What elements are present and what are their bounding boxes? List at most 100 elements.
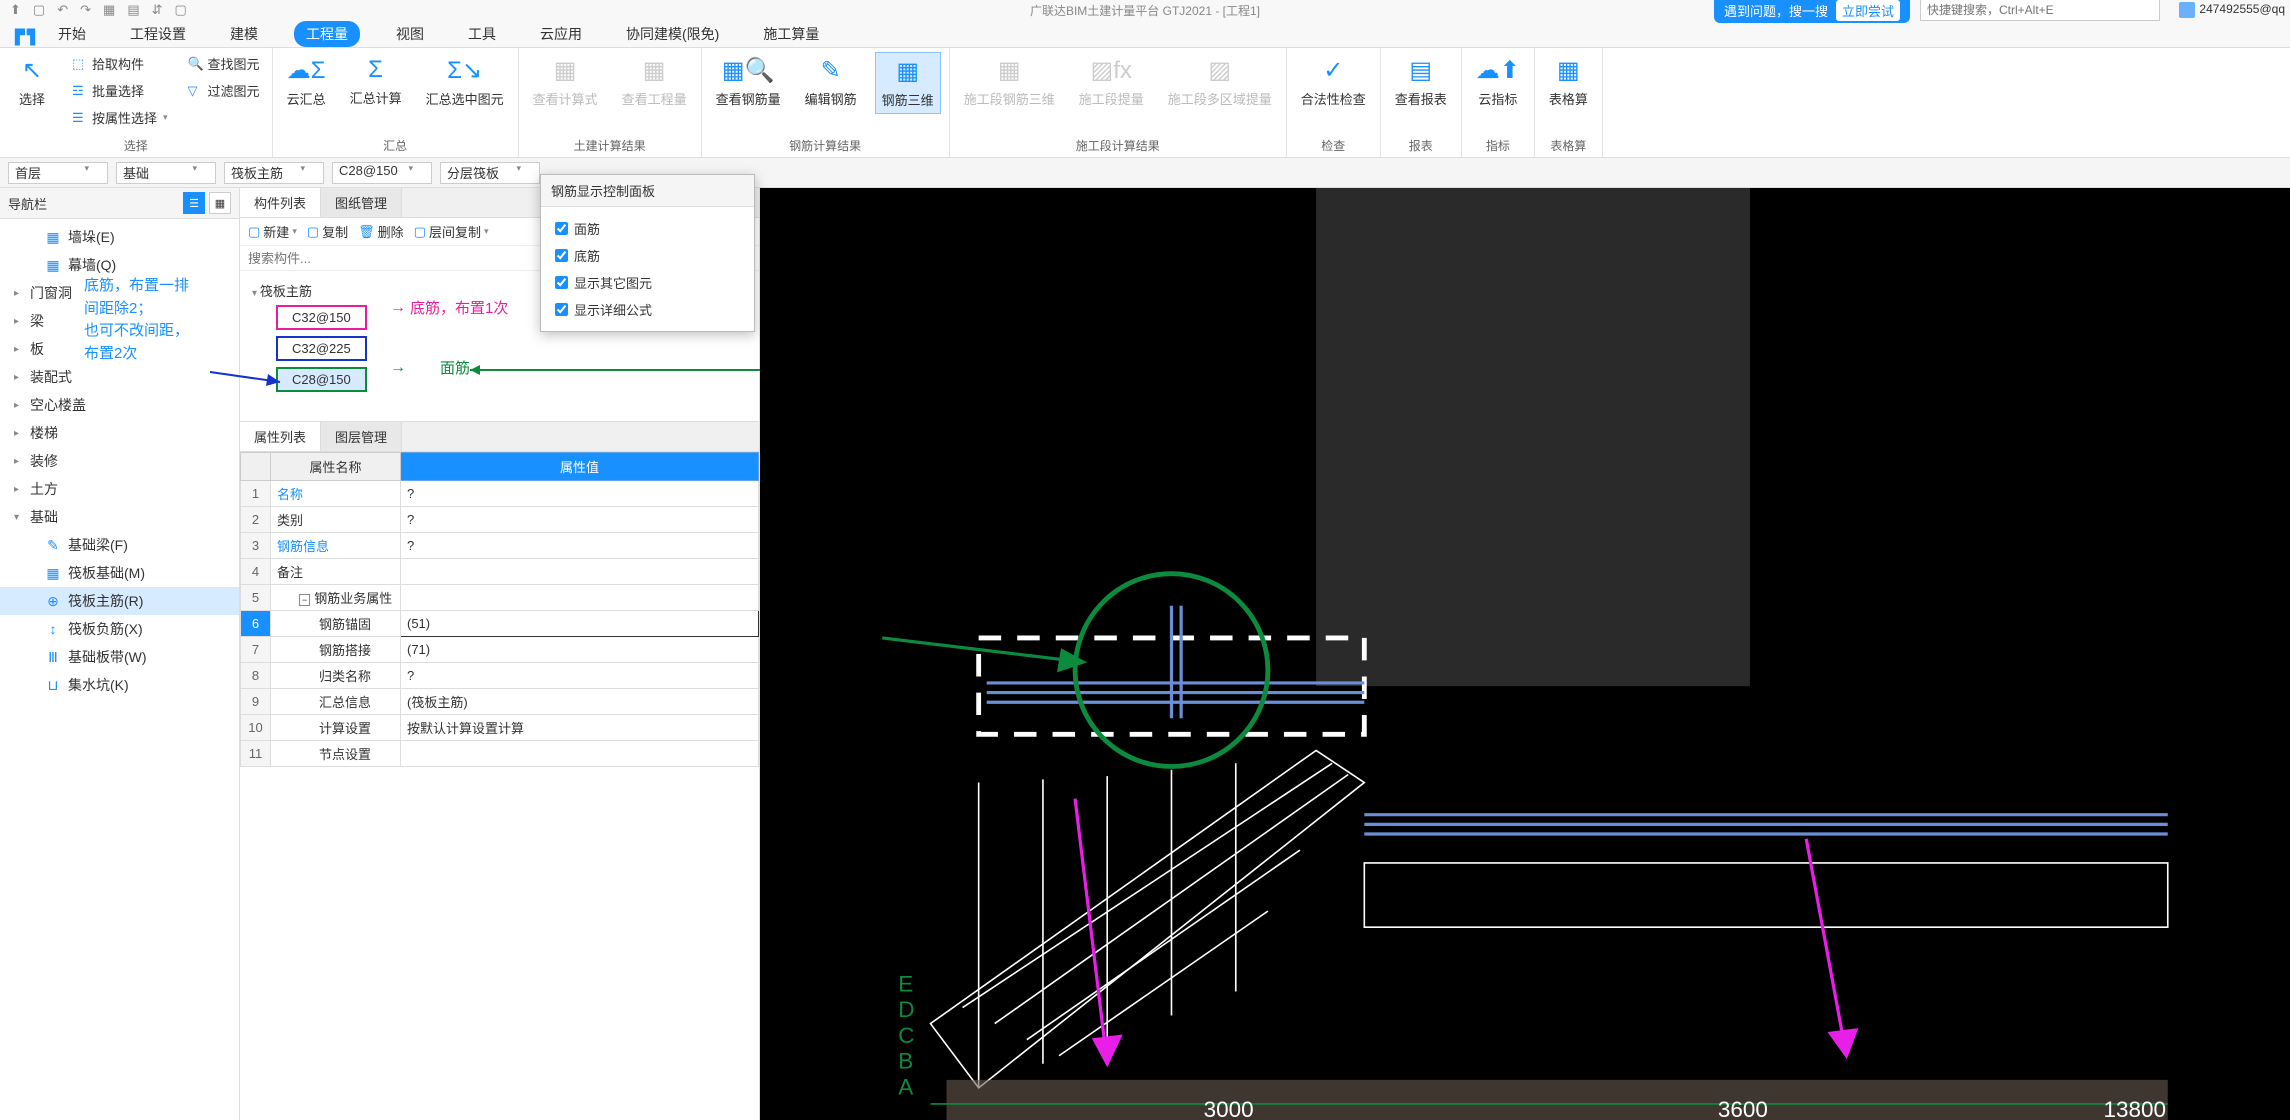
- menu-tab[interactable]: 工具: [460, 21, 504, 47]
- qat-icon[interactable]: ↶: [57, 2, 68, 18]
- table-row[interactable]: 1名称?: [241, 481, 759, 507]
- toolbar-button[interactable]: ▢层间复制 ▾: [414, 222, 489, 241]
- nav-item[interactable]: Ⅲ基础板带(W): [0, 643, 239, 671]
- qat-icon[interactable]: ⇵: [152, 2, 163, 18]
- checkbox-row[interactable]: 显示详细公式: [549, 296, 746, 323]
- checkbox-row[interactable]: 面筋: [549, 215, 746, 242]
- search-promo[interactable]: 遇到问题，搜一搜 立即尝试: [1714, 0, 1910, 23]
- nav-item[interactable]: ▸楼梯: [0, 419, 239, 447]
- nav-item[interactable]: ▸板: [0, 335, 239, 363]
- viewport-3d[interactable]: EDCBA 3000360013800: [760, 188, 2290, 1120]
- axis-labels: EDCBA: [898, 971, 914, 1099]
- nav-item[interactable]: ▦筏板基础(M): [0, 559, 239, 587]
- property-table: 属性名称 属性值 1名称?2类别?3钢筋信息?4备注5−钢筋业务属性6钢筋锚固(…: [240, 452, 759, 1120]
- table-row[interactable]: 4备注: [241, 559, 759, 585]
- ribbon-button[interactable]: ▦表格算: [1543, 52, 1594, 112]
- menu-tab[interactable]: 协同建模(限免): [618, 21, 727, 47]
- nav-item[interactable]: ⊔集水坑(K): [0, 671, 239, 699]
- panel-tab[interactable]: 图纸管理: [321, 188, 402, 217]
- component-item[interactable]: C28@150: [276, 367, 367, 392]
- checkbox-row[interactable]: 底筋: [549, 242, 746, 269]
- component-item[interactable]: C32@150: [276, 305, 367, 330]
- table-row[interactable]: 9汇总信息(筏板主筋): [241, 689, 759, 715]
- nav-item[interactable]: ✎基础梁(F): [0, 531, 239, 559]
- menu-tab[interactable]: 工程量: [294, 21, 360, 47]
- ribbon-button[interactable]: ☁Σ云汇总: [281, 52, 332, 112]
- menu-tab[interactable]: 建模: [222, 21, 266, 47]
- nav-item[interactable]: ▸装修: [0, 447, 239, 475]
- component-item[interactable]: C32@225: [276, 336, 367, 361]
- context-dropdown[interactable]: 基础 ▾: [116, 162, 216, 184]
- ribbon-button[interactable]: ⬚拾取构件: [68, 52, 172, 75]
- nav-item[interactable]: ▸空心楼盖: [0, 391, 239, 419]
- shortcut-search-input[interactable]: [1920, 0, 2160, 21]
- qat-icon[interactable]: ▢: [175, 2, 187, 18]
- ribbon-button: ▦查看计算式: [527, 52, 604, 112]
- context-dropdown[interactable]: C28@150 ▾: [332, 162, 432, 184]
- menu-tab[interactable]: 云应用: [532, 21, 590, 47]
- user-account[interactable]: 247492555@qq: [2179, 2, 2285, 18]
- col-header: 属性值: [401, 453, 759, 481]
- nav-item[interactable]: ↕筏板负筋(X): [0, 615, 239, 643]
- context-dropdown[interactable]: 筏板主筋 ▾: [224, 162, 324, 184]
- table-row[interactable]: 10计算设置按默认计算设置计算: [241, 715, 759, 741]
- view-grid-icon[interactable]: ▦: [209, 192, 231, 214]
- checkbox[interactable]: [555, 303, 568, 316]
- ribbon-button[interactable]: ✓合法性检查: [1295, 52, 1372, 112]
- toolbar-button[interactable]: 🗑删除: [358, 222, 404, 241]
- table-row[interactable]: 11节点设置: [241, 741, 759, 767]
- nav-item[interactable]: ▦幕墙(Q): [0, 251, 239, 279]
- ribbon-button[interactable]: ↖选择: [8, 52, 56, 112]
- nav-item[interactable]: ⊕筏板主筋(R): [0, 587, 239, 615]
- table-row[interactable]: 6钢筋锚固(51): [241, 611, 759, 637]
- table-row[interactable]: 3钢筋信息?: [241, 533, 759, 559]
- qat-icon[interactable]: ↷: [80, 2, 91, 18]
- ribbon-button[interactable]: ☁⬆云指标: [1470, 52, 1526, 112]
- context-dropdown[interactable]: 首层 ▾: [8, 162, 108, 184]
- checkbox-row[interactable]: 显示其它图元: [549, 269, 746, 296]
- menu-tab[interactable]: 开始: [50, 21, 94, 47]
- popup-title: 钢筋显示控制面板: [541, 175, 754, 207]
- panel-tab[interactable]: 属性列表: [240, 422, 321, 451]
- checkbox[interactable]: [555, 222, 568, 235]
- nav-item[interactable]: ▸土方: [0, 475, 239, 503]
- ribbon-button[interactable]: ☰按属性选择▾: [68, 106, 172, 129]
- ribbon-button[interactable]: Σ汇总计算: [344, 52, 408, 111]
- qat-icon[interactable]: ▦: [103, 2, 115, 18]
- checkbox[interactable]: [555, 249, 568, 262]
- svg-text:D: D: [898, 997, 914, 1022]
- nav-item[interactable]: ▸装配式: [0, 363, 239, 391]
- menu-tab[interactable]: 视图: [388, 21, 432, 47]
- svg-text:3000: 3000: [1204, 1097, 1254, 1120]
- table-row[interactable]: 2类别?: [241, 507, 759, 533]
- ribbon-button[interactable]: Σ↘汇总选中图元: [420, 52, 510, 112]
- menu-tab[interactable]: 工程设置: [122, 21, 194, 47]
- nav-item[interactable]: ▾基础: [0, 503, 239, 531]
- ribbon-button[interactable]: ▤查看报表: [1389, 52, 1453, 112]
- table-row[interactable]: 7钢筋搭接(71): [241, 637, 759, 663]
- ribbon-button[interactable]: ✎编辑钢筋: [799, 52, 863, 112]
- qat-icon[interactable]: ▢: [33, 2, 45, 18]
- qat-icon[interactable]: ▤: [127, 2, 139, 18]
- table-row[interactable]: 5−钢筋业务属性: [241, 585, 759, 611]
- table-row[interactable]: 8归类名称?: [241, 663, 759, 689]
- panel-tab[interactable]: 图层管理: [321, 422, 402, 451]
- nav-item[interactable]: ▸梁: [0, 307, 239, 335]
- checkbox[interactable]: [555, 276, 568, 289]
- try-button[interactable]: 立即尝试: [1836, 0, 1900, 21]
- ribbon-button[interactable]: ▦钢筋三维: [875, 52, 941, 114]
- ribbon-button[interactable]: ☲批量选择: [68, 79, 172, 102]
- nav-item[interactable]: ▦墙垛(E): [0, 223, 239, 251]
- context-dropdown[interactable]: 分层筏板 ▾: [440, 162, 540, 184]
- view-list-icon[interactable]: ☰: [183, 192, 205, 214]
- ribbon-button[interactable]: ▦🔍查看钢筋量: [710, 52, 787, 112]
- ribbon-button[interactable]: 🔍查找图元: [184, 52, 264, 75]
- menu-tab[interactable]: 施工算量: [755, 21, 827, 47]
- toolbar-button[interactable]: ▢新建 ▾: [248, 222, 297, 241]
- panel-tab[interactable]: 构件列表: [240, 188, 321, 217]
- toolbar-button[interactable]: ▢复制: [307, 222, 348, 241]
- svg-text:3600: 3600: [1718, 1097, 1768, 1120]
- ribbon-button[interactable]: ▽过滤图元: [184, 79, 264, 102]
- qat-icon[interactable]: ⬆: [10, 2, 21, 18]
- nav-item[interactable]: ▸门窗洞: [0, 279, 239, 307]
